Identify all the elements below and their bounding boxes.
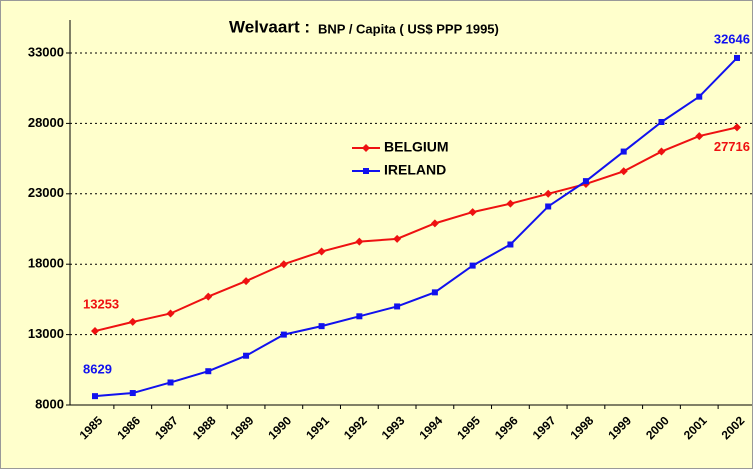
point xyxy=(620,148,627,155)
point xyxy=(734,54,740,61)
point xyxy=(91,327,99,336)
y-tick-label: 8000 xyxy=(35,396,64,411)
point xyxy=(469,262,476,269)
point xyxy=(205,368,212,375)
point xyxy=(506,199,515,208)
point xyxy=(733,123,741,132)
point xyxy=(129,390,136,397)
point xyxy=(619,167,628,176)
legend-label: IRELAND xyxy=(384,162,446,178)
point xyxy=(92,393,98,400)
point xyxy=(657,147,666,156)
point xyxy=(128,317,137,326)
chart-title: Welvaart : xyxy=(229,17,310,36)
y-tick-label: 13000 xyxy=(28,326,64,341)
point xyxy=(545,203,552,210)
point xyxy=(582,178,589,185)
point xyxy=(431,289,438,296)
data-label: 8629 xyxy=(83,362,112,377)
point xyxy=(507,241,514,248)
point xyxy=(167,379,174,386)
data-label: 13253 xyxy=(83,296,119,311)
point xyxy=(279,260,288,269)
point xyxy=(658,118,665,125)
point xyxy=(166,309,175,318)
series-line xyxy=(94,126,738,333)
point xyxy=(695,132,704,141)
chart-subtitle: BNP / Capita ( US$ PPP 1995) xyxy=(318,21,499,36)
point xyxy=(544,189,553,198)
data-label: 27716 xyxy=(714,139,750,154)
point xyxy=(243,352,250,359)
point xyxy=(355,237,364,246)
point xyxy=(362,144,370,152)
y-tick-label: 18000 xyxy=(28,256,64,271)
legend-label: BELGIUM xyxy=(384,139,449,155)
point xyxy=(356,313,363,320)
point xyxy=(363,168,369,174)
point xyxy=(204,292,213,301)
y-tick-label: 33000 xyxy=(28,44,64,59)
point xyxy=(242,277,251,286)
point xyxy=(430,219,439,228)
point xyxy=(318,323,325,330)
data-label: 32646 xyxy=(714,31,750,46)
point xyxy=(696,93,703,100)
y-tick-label: 23000 xyxy=(28,185,64,200)
point xyxy=(317,247,326,256)
y-tick-label: 28000 xyxy=(28,115,64,130)
point xyxy=(394,303,401,310)
point xyxy=(280,331,287,338)
point xyxy=(468,208,477,217)
series-line xyxy=(94,57,738,398)
point xyxy=(393,234,402,243)
